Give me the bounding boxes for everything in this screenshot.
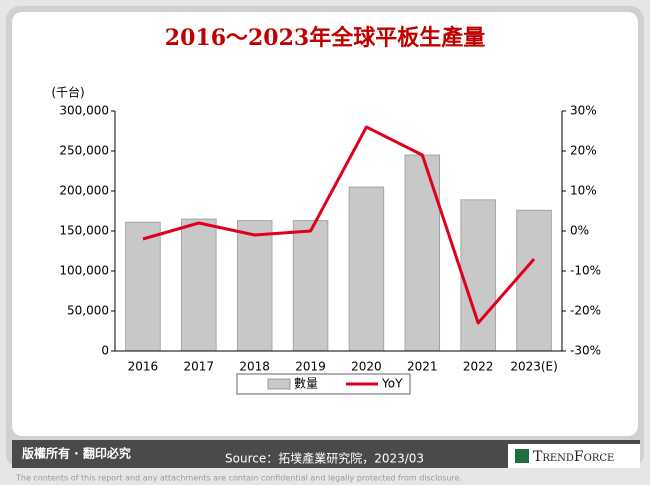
y2-tick-label: -20%: [570, 304, 601, 318]
footer-rights: 版權所有 · 翻印必究: [22, 446, 131, 461]
bar: [348, 186, 385, 352]
brand: TrendForce: [533, 449, 614, 465]
y-tick-label: 0: [101, 344, 109, 358]
y2-tick-label: -10%: [570, 264, 601, 278]
yoy-line: [142, 125, 536, 325]
x-tick-label: 2020: [351, 360, 382, 374]
bar: [125, 221, 161, 352]
x-tick-label: 2016: [128, 360, 159, 374]
y2-tick-label: 20%: [570, 144, 597, 158]
y-tick-label: 200,000: [59, 184, 109, 198]
y2-tick-label: 30%: [570, 104, 597, 118]
brand-icon: [515, 449, 529, 463]
footer-source: Source：拓墣產業研究院，2023/03: [225, 451, 424, 466]
bar: [292, 220, 329, 352]
x-tick-label: 2017: [184, 360, 215, 374]
x-tick-label: 2023(E): [510, 360, 557, 374]
brand-box: [508, 444, 640, 468]
legend-swatch: [267, 378, 291, 390]
legend-label: YoY: [381, 377, 403, 391]
bar: [404, 154, 441, 352]
bar: [460, 199, 496, 352]
bar: [516, 209, 552, 352]
y-tick-label: 300,000: [59, 104, 109, 118]
bar: [236, 220, 273, 352]
y-tick-label: 50,000: [67, 304, 109, 318]
x-tick-label: 2018: [239, 360, 270, 374]
x-tick-label: 2022: [463, 360, 494, 374]
y-tick-label: 150,000: [59, 224, 109, 238]
y2-tick-label: -30%: [570, 344, 601, 358]
bar: [181, 218, 217, 352]
y2-tick-label: 10%: [570, 184, 597, 198]
x-tick-label: 2019: [295, 360, 326, 374]
chart-title: 2016～2023年全球平板生產量: [165, 25, 485, 51]
legend-label: 數量: [294, 377, 318, 391]
y-tick-label: 250,000: [59, 144, 109, 158]
disclaimer: The contents of this report and any atta…: [15, 474, 462, 483]
x-tick-label: 2021: [407, 360, 438, 374]
y-axis-label: (千台): [51, 85, 84, 100]
y-tick-label: 100,000: [59, 264, 109, 278]
y2-tick-label: 0%: [570, 224, 589, 238]
